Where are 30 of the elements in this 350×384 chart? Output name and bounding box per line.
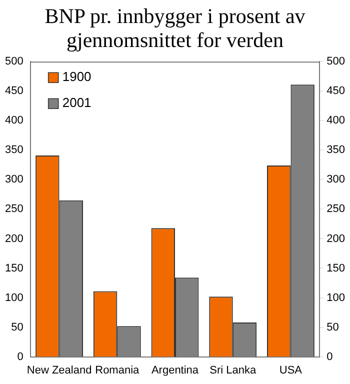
y-tick-label: 350	[4, 144, 24, 156]
y-tick-label: 250	[4, 203, 24, 216]
y-tick-label: 0	[17, 350, 24, 363]
x-tick-label: Argentina	[151, 364, 200, 376]
y-tick-label: 400	[4, 114, 24, 127]
y2-tick-label: 300	[326, 174, 346, 186]
y2-tick-label: 0	[326, 350, 333, 363]
y2-tick-label: 200	[326, 232, 346, 245]
y2-tick-label: 150	[326, 262, 346, 274]
y2-tick-label: 250	[326, 203, 346, 216]
y-tick-label: 100	[4, 292, 24, 304]
y-tick-label: 450	[4, 85, 24, 98]
y2-tick-label: 500	[326, 56, 346, 68]
x-tick-label: USA	[279, 364, 303, 376]
y-tick-label: 300	[4, 174, 24, 186]
y-tick-label: 50	[11, 321, 24, 334]
y-tick-label: 150	[4, 262, 24, 274]
chart-title: BNP pr. innbygger i prosent av gjennomsnittet for verden	[44, 4, 306, 52]
legend-label: 2001	[62, 95, 92, 110]
x-tick-label: Romania	[95, 364, 140, 376]
x-tick-label: New Zealand	[26, 364, 92, 376]
y2-tick-label: 350	[326, 144, 346, 156]
y2-tick-label: 50	[326, 321, 339, 334]
y-tick-label: 200	[4, 232, 24, 245]
legend-label: 1900	[62, 69, 92, 84]
y2-tick-label: 100	[326, 292, 346, 304]
y2-tick-label: 400	[326, 114, 346, 127]
y2-tick-label: 450	[326, 85, 346, 98]
y-tick-label: 500	[4, 56, 24, 68]
x-tick-label: Sri Lanka	[210, 364, 257, 376]
